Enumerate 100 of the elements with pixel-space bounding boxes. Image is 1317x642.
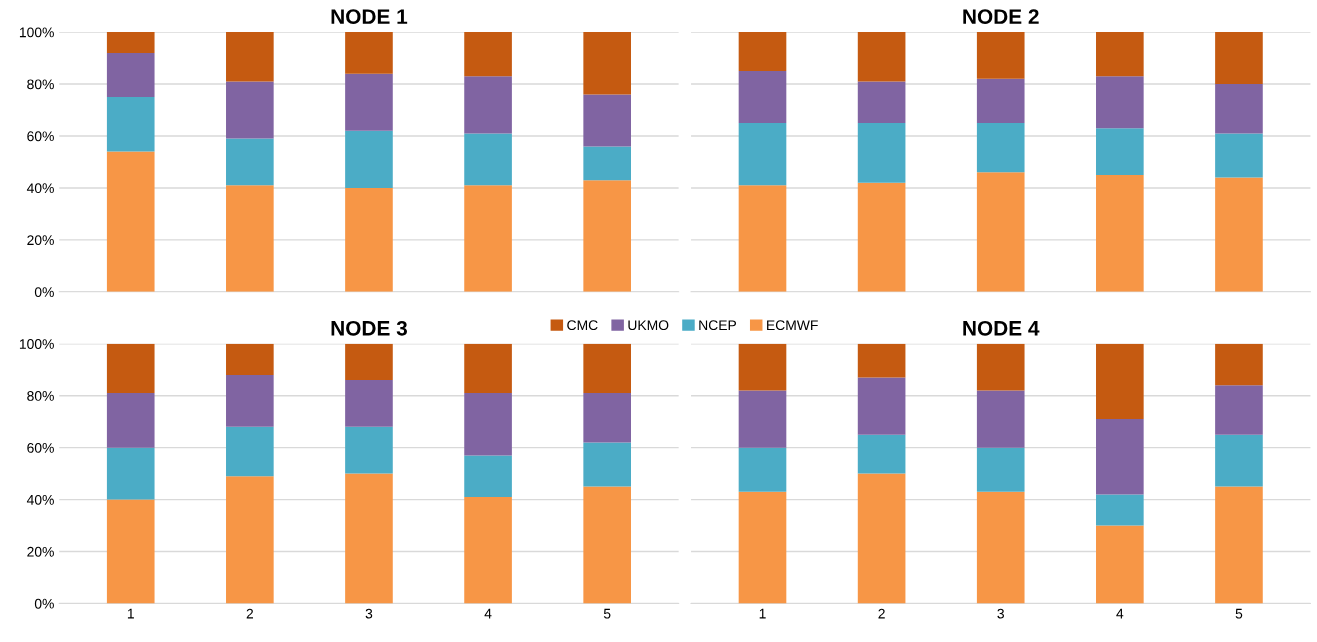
- x-tick-label: 2: [246, 608, 254, 619]
- bar: [464, 32, 512, 77]
- bar: [857, 473, 906, 604]
- y-tick-label: 40%: [26, 494, 54, 505]
- y-tick-label: 40%: [26, 183, 54, 194]
- bar: [857, 343, 906, 378]
- y-tick-label: 20%: [27, 546, 54, 557]
- y-tick-label: 100%: [19, 339, 54, 349]
- y-tick-label: 60%: [27, 442, 54, 453]
- x-tick-label: 4: [484, 608, 492, 619]
- bar: [1096, 343, 1144, 420]
- bar: [976, 123, 1025, 173]
- bar: [1096, 525, 1144, 604]
- bar: [976, 447, 1025, 492]
- bar: [1096, 494, 1144, 526]
- bar: [583, 343, 631, 394]
- y-tick-label: 0%: [34, 598, 54, 609]
- chart-title: NODE 2: [963, 9, 1039, 24]
- bar: [738, 123, 787, 186]
- bar: [1215, 177, 1263, 292]
- y-tick-label: 80%: [27, 79, 54, 90]
- bar: [345, 187, 393, 292]
- y-tick-label: 80%: [27, 391, 54, 401]
- bar: [345, 426, 393, 474]
- chart-title: NODE 1: [331, 9, 408, 24]
- x-tick-label: 1: [127, 608, 134, 619]
- bar: [583, 32, 631, 95]
- bar: [857, 123, 906, 183]
- bar: [738, 447, 787, 492]
- legend-label: UKMO: [628, 320, 669, 331]
- x-tick-label: 2: [878, 608, 885, 619]
- bar: [1215, 32, 1263, 85]
- bar: [1096, 419, 1144, 495]
- bar: [1096, 76, 1144, 129]
- bar: [226, 81, 274, 139]
- bar: [106, 499, 155, 604]
- bar: [106, 343, 155, 394]
- y-tick-label: 20%: [27, 235, 54, 246]
- bar: [464, 343, 512, 394]
- bar: [1215, 133, 1263, 178]
- bar: [464, 497, 512, 604]
- bar: [976, 172, 1025, 292]
- bar: [976, 78, 1025, 123]
- bar: [1215, 434, 1263, 487]
- x-tick-label: 5: [1235, 608, 1243, 619]
- bar: [345, 32, 393, 74]
- legend-label: CMC: [567, 320, 598, 331]
- bar: [226, 32, 274, 82]
- bar: [106, 97, 155, 152]
- bar: [464, 185, 512, 292]
- legend-label: NCEP: [699, 320, 737, 331]
- legend-label: ECMWF: [767, 320, 818, 331]
- bar: [857, 81, 906, 123]
- bar: [1096, 32, 1144, 77]
- y-tick-label: 100%: [19, 27, 54, 38]
- bar: [738, 491, 787, 604]
- bar: [738, 32, 787, 72]
- bar: [738, 185, 787, 292]
- x-tick-label: 3: [997, 608, 1004, 619]
- bar: [857, 434, 906, 474]
- bar: [226, 476, 274, 604]
- bar: [1215, 343, 1263, 386]
- bar: [106, 151, 155, 292]
- bar: [464, 455, 512, 497]
- bar: [1215, 385, 1263, 435]
- x-tick-label: 4: [1116, 608, 1124, 619]
- bar: [976, 343, 1025, 391]
- bar: [738, 71, 787, 123]
- bar: [857, 32, 906, 82]
- bar: [226, 426, 274, 477]
- bar: [583, 442, 631, 487]
- bar: [583, 146, 631, 181]
- chart-title: NODE 4: [963, 320, 1040, 336]
- bar: [1215, 84, 1263, 134]
- bar: [738, 343, 787, 391]
- bar: [106, 52, 155, 98]
- bar: [583, 94, 631, 147]
- x-tick-label: 3: [365, 608, 373, 619]
- y-tick-label: 60%: [27, 131, 54, 142]
- bar: [1096, 174, 1144, 292]
- bar: [345, 473, 393, 604]
- bar: [226, 374, 274, 427]
- bar: [738, 390, 787, 448]
- x-tick-label: 1: [759, 608, 766, 619]
- bar: [345, 130, 393, 188]
- bar: [1215, 486, 1263, 604]
- bar: [464, 133, 512, 186]
- bar: [857, 377, 906, 435]
- bar: [857, 182, 906, 292]
- bar: [583, 180, 631, 292]
- x-tick-label: 5: [603, 608, 611, 619]
- bar: [976, 390, 1025, 448]
- bar: [464, 76, 512, 134]
- y-tick-label: 0%: [34, 287, 54, 297]
- bar: [345, 343, 393, 381]
- bar: [226, 343, 274, 375]
- bar: [1096, 128, 1144, 175]
- bar: [106, 32, 155, 53]
- bar: [583, 486, 631, 604]
- bar: [345, 73, 393, 131]
